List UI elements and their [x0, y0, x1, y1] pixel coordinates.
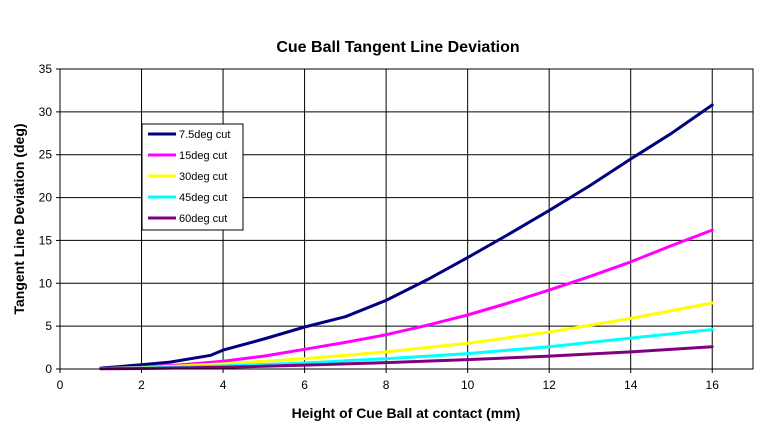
- y-tick-label: 0: [45, 362, 52, 376]
- x-axis-ticks: 0 2 4 6 8 10 12 14 16: [57, 369, 720, 392]
- legend-label-1: 7.5deg cut: [179, 129, 230, 141]
- x-tick-label: 12: [542, 378, 556, 392]
- legend-label-4: 45deg cut: [179, 192, 227, 204]
- y-axis-ticks: 0 5 10 15 20 25 30 35: [39, 62, 60, 376]
- y-tick-label: 15: [39, 233, 53, 247]
- legend-label-3: 30deg cut: [179, 171, 227, 183]
- x-tick-label: 2: [138, 378, 145, 392]
- x-axis-label: Height of Cue Ball at contact (mm): [292, 405, 521, 421]
- series-line-5: [99, 345, 714, 371]
- series-line-2: [99, 228, 714, 371]
- y-axis-label: Tangent Line Deviation (deg): [11, 123, 27, 314]
- y-tick-label: 5: [45, 319, 52, 333]
- legend: 7.5deg cut 15deg cut 30deg cut 45deg cut 60d…: [141, 123, 244, 231]
- y-tick-label: 25: [39, 148, 53, 162]
- legend-label-5: 60deg cut: [179, 213, 227, 225]
- plot-border: [59, 68, 754, 370]
- series-line-1: [99, 103, 714, 370]
- y-tick-label: 35: [39, 62, 53, 76]
- x-tick-label: 4: [220, 378, 227, 392]
- legend-label-2: 15deg cut: [179, 150, 227, 162]
- chart-title: Cue Ball Tangent Line Deviation: [276, 39, 519, 56]
- x-tick-label: 16: [706, 378, 720, 392]
- y-tick-label: 20: [39, 191, 53, 205]
- x-tick-label: 10: [461, 378, 475, 392]
- x-tick-label: 8: [383, 378, 390, 392]
- series-lines: [99, 103, 714, 371]
- y-tick-label: 10: [39, 276, 53, 290]
- y-tick-label: 30: [39, 105, 53, 119]
- x-tick-label: 14: [624, 378, 638, 392]
- x-tick-label: 6: [301, 378, 308, 392]
- x-tick-label: 0: [57, 378, 64, 392]
